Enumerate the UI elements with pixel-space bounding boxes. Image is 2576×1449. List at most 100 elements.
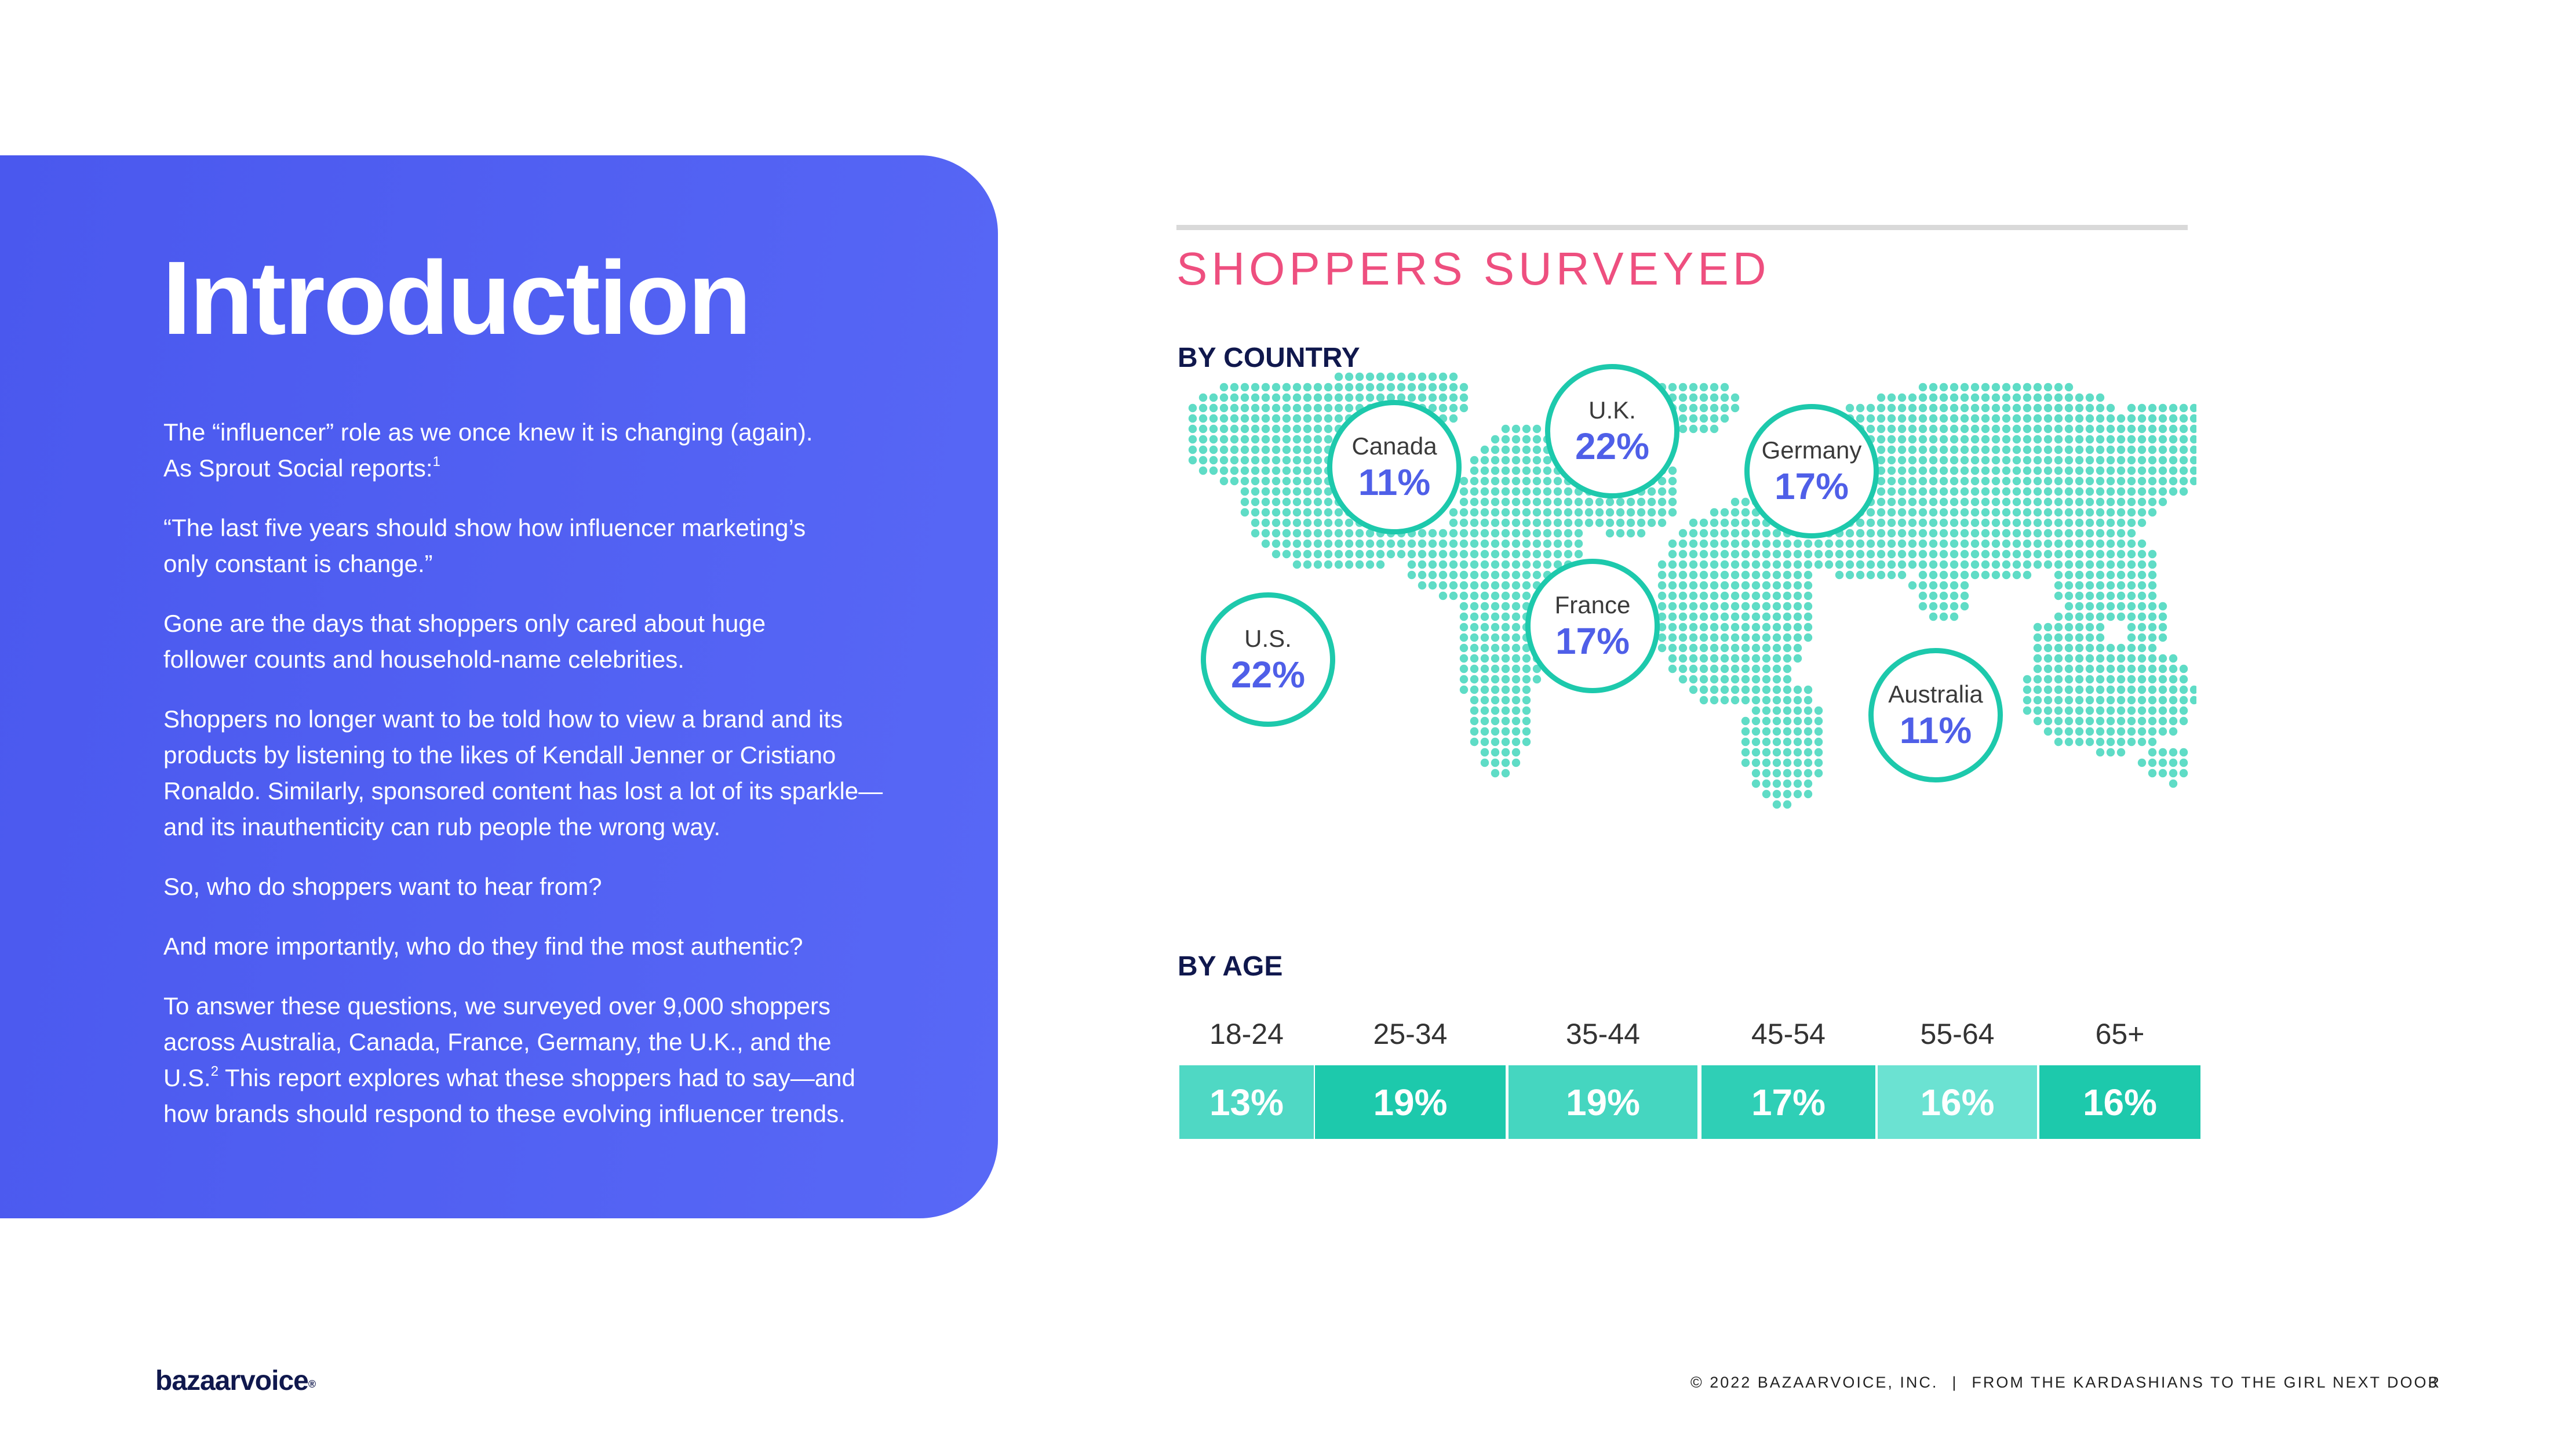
map-dot	[1772, 800, 1781, 809]
map-dot	[2148, 445, 2157, 454]
map-dot	[2033, 654, 2042, 663]
map-dot	[1918, 602, 1928, 611]
map-dot	[1960, 570, 1969, 580]
map-dot	[1522, 581, 1531, 590]
map-dot	[1762, 664, 1771, 673]
map-dot	[1522, 549, 1531, 559]
map-dot	[1970, 570, 1980, 580]
map-dot	[1897, 497, 1907, 507]
map-dot	[2189, 476, 2196, 486]
country-name: Germany	[1761, 436, 1862, 464]
map-dot	[1657, 476, 1667, 486]
map-dot	[1605, 508, 1615, 517]
map-dot	[2116, 445, 2126, 454]
map-dot	[2148, 664, 2157, 673]
map-dot	[2096, 403, 2105, 413]
map-dot	[1657, 622, 1667, 632]
map-dot	[2033, 508, 2042, 517]
map-dot	[1616, 518, 1625, 527]
map-dot	[2116, 643, 2126, 653]
map-dot	[2054, 393, 2063, 402]
map-dot	[1292, 518, 1302, 527]
map-dot	[2002, 445, 2011, 454]
map-dot	[1970, 383, 1980, 392]
map-dot	[1605, 497, 1615, 507]
map-dot	[1574, 549, 1583, 559]
map-dot	[1459, 539, 1469, 548]
map-dot	[1230, 476, 1239, 486]
age-range-label: 45-54	[1751, 1018, 1826, 1050]
map-dot	[2002, 383, 2011, 392]
map-dot	[1438, 529, 1448, 538]
map-dot	[1480, 549, 1489, 559]
map-dot	[2169, 654, 2178, 663]
map-dot	[1678, 529, 1688, 538]
map-dot	[1939, 518, 1948, 527]
map-dot	[1803, 769, 1813, 778]
map-dot	[1532, 560, 1542, 569]
map-dot	[1991, 435, 2001, 444]
map-dot	[2127, 497, 2136, 507]
map-dot	[2096, 466, 2105, 475]
map-dot	[1699, 383, 1708, 392]
map-dot	[1271, 456, 1281, 465]
map-dot	[1689, 570, 1698, 580]
map-dot	[1230, 414, 1239, 423]
map-dot	[1564, 497, 1573, 507]
map-dot	[2189, 435, 2196, 444]
map-dot	[2179, 476, 2188, 486]
map-dot	[2169, 716, 2178, 726]
map-dot	[2116, 508, 2126, 517]
map-dot	[1637, 508, 1646, 517]
map-dot	[1480, 476, 1489, 486]
map-dot	[2179, 706, 2188, 715]
map-dot	[2179, 466, 2188, 475]
map-dot	[2116, 476, 2126, 486]
map-dot	[2189, 414, 2196, 423]
map-dot	[1918, 581, 1928, 590]
map-dot	[1324, 549, 1333, 559]
map-dot	[2023, 675, 2032, 684]
map-dot	[1908, 414, 1917, 423]
map-dot	[1981, 383, 1990, 392]
map-dot	[1616, 529, 1625, 538]
map-dot	[1835, 549, 1844, 559]
map-dot	[1970, 476, 1980, 486]
map-dot	[1282, 435, 1291, 444]
map-dot	[1668, 591, 1677, 600]
map-dot	[1501, 654, 1510, 663]
map-dot	[1282, 476, 1291, 486]
map-dot	[1803, 758, 1813, 767]
map-dot	[1741, 612, 1750, 621]
map-dot	[1772, 696, 1781, 705]
map-dot	[1261, 383, 1270, 392]
map-dot	[2002, 529, 2011, 538]
map-dot	[2033, 476, 2042, 486]
map-dot	[1970, 497, 1980, 507]
map-dot	[1741, 643, 1750, 653]
map-dot	[2096, 643, 2105, 653]
map-dot	[1699, 622, 1708, 632]
map-dot	[2075, 716, 2084, 726]
map-dot	[2116, 497, 2126, 507]
map-dot	[1345, 518, 1354, 527]
map-dot	[1762, 748, 1771, 757]
map-dot	[1240, 497, 1249, 507]
country-name: Canada	[1351, 432, 1437, 460]
map-dot	[1553, 518, 1562, 527]
map-dot	[1292, 539, 1302, 548]
map-dot	[1950, 518, 1959, 527]
country-percent: 22%	[1230, 654, 1306, 696]
map-dot	[1981, 414, 1990, 423]
map-dot	[1668, 664, 1677, 673]
map-dot	[1522, 675, 1531, 684]
map-dot	[1657, 643, 1667, 653]
map-dot	[1271, 393, 1281, 402]
map-dot	[2075, 570, 2084, 580]
map-dot	[1929, 539, 1938, 548]
map-dot	[1929, 445, 1938, 454]
map-dot	[1730, 696, 1740, 705]
map-dot	[1668, 560, 1677, 569]
map-dot	[2033, 403, 2042, 413]
map-dot	[1543, 549, 1552, 559]
